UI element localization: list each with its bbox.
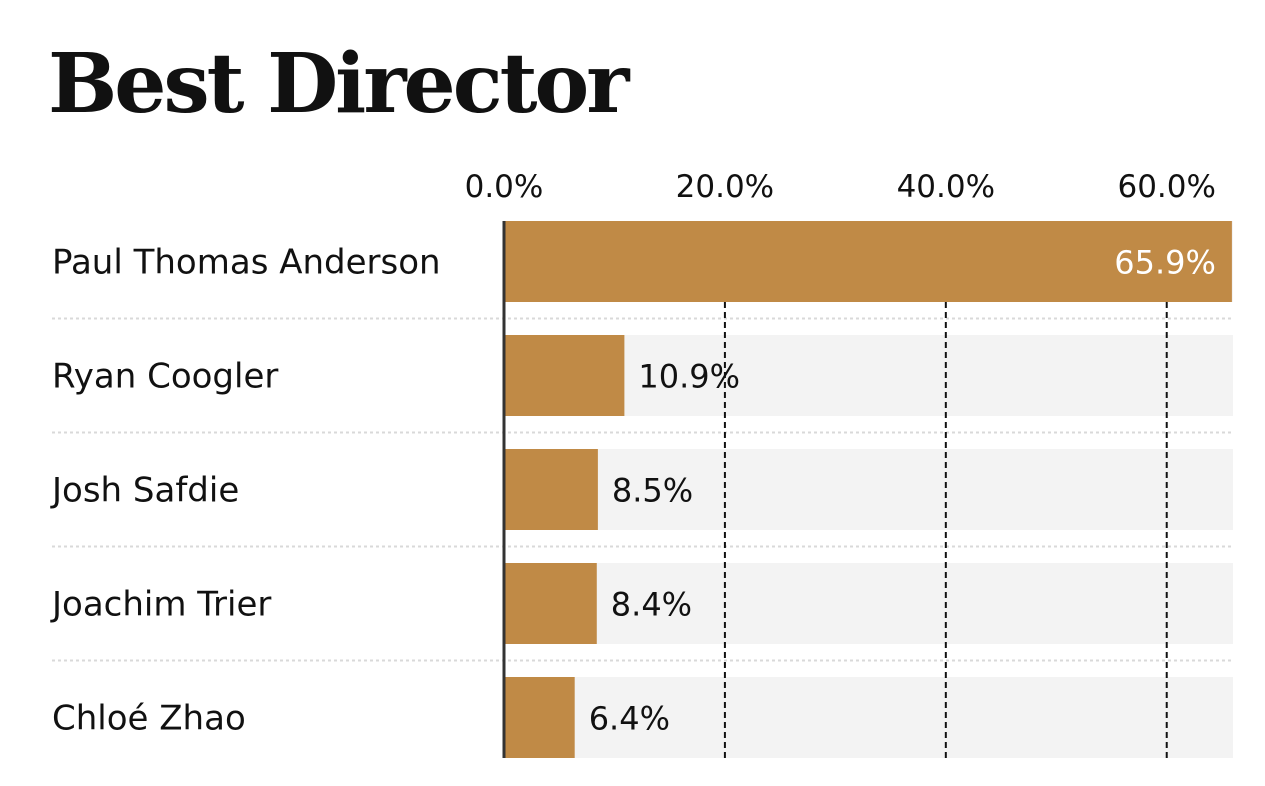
x-axis-ticks: 0.0% 20.0% 40.0% 60.0% [465, 169, 1216, 205]
value-labels: 65.9% 10.9% 8.5% 8.4% 6.4% [589, 244, 1216, 738]
bar-track-ryan-coogler [504, 335, 1233, 416]
chart-title: Best Director [48, 36, 631, 132]
category-label-ryan-coogler: Ryan Coogler [52, 357, 278, 397]
bar-ryan-coogler [504, 335, 625, 416]
bars [504, 221, 1232, 758]
gridlines [723, 302, 1168, 758]
value-label-ryan-coogler: 10.9% [638, 358, 740, 396]
x-tick-label-0: 0.0% [465, 169, 544, 205]
x-tick-label-20: 20.0% [676, 169, 774, 205]
bar-chloe-zhao [504, 677, 575, 758]
value-label-josh-safdie: 8.5% [612, 472, 693, 510]
value-label-chloe-zhao: 6.4% [589, 700, 670, 738]
category-label-paul-thomas-anderson: Paul Thomas Anderson [52, 243, 441, 283]
bar-josh-safdie [504, 449, 598, 530]
bar-track-joachim-trier [504, 563, 1233, 644]
value-label-joachim-trier: 8.4% [611, 586, 692, 624]
x-tick-label-40: 40.0% [897, 169, 995, 205]
bar-joachim-trier [504, 563, 597, 644]
category-label-chloe-zhao: Chloé Zhao [52, 699, 246, 739]
x-tick-label-60: 60.0% [1117, 169, 1215, 205]
category-labels: Paul Thomas Anderson Ryan Coogler Josh Saf… [50, 243, 441, 739]
row-separators [52, 317, 1233, 662]
category-label-joachim-trier: Joachim Trier [50, 585, 271, 625]
bar-paul-thomas-anderson [504, 221, 1232, 302]
value-label-paul-thomas-anderson: 65.9% [1114, 244, 1216, 282]
bar-track-josh-safdie [504, 449, 1233, 530]
bar-tracks [504, 221, 1233, 758]
category-label-josh-safdie: Josh Safdie [50, 471, 239, 511]
bar-track-chloe-zhao [504, 677, 1233, 758]
